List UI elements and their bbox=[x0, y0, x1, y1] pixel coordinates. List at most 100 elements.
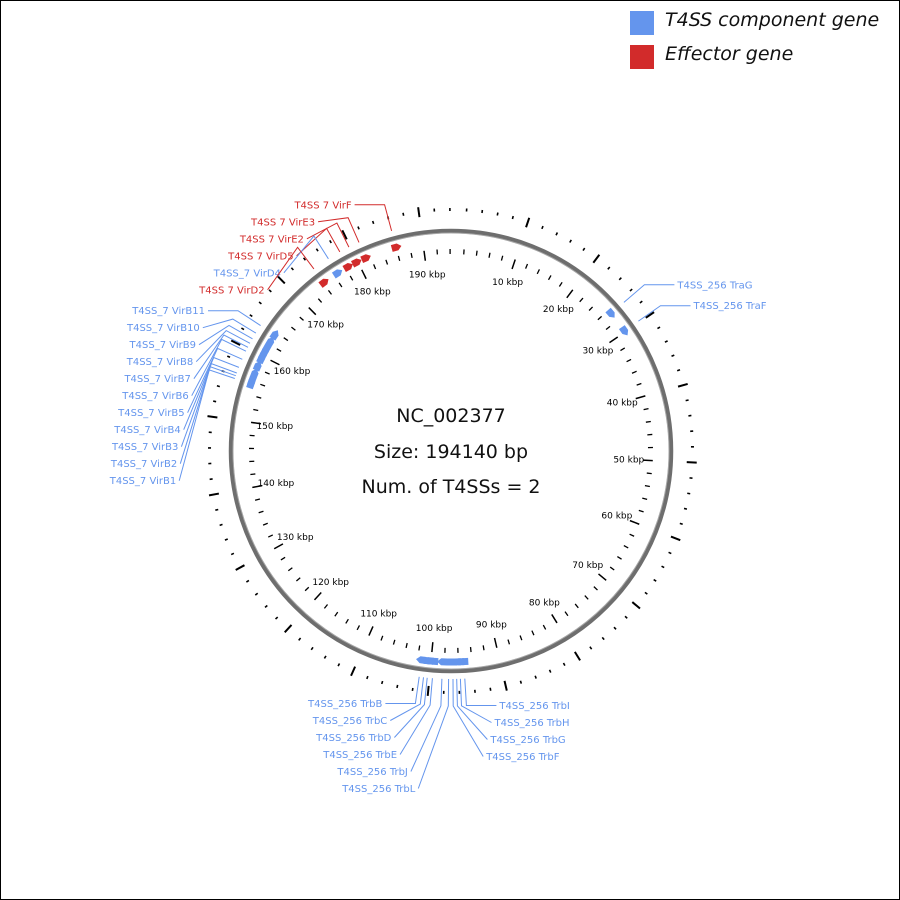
outer-minor-tick bbox=[219, 523, 223, 527]
gene-leader-line bbox=[183, 356, 240, 430]
outer-minor-tick bbox=[241, 327, 245, 331]
gene-leader-line bbox=[193, 334, 249, 379]
gene-leader-line bbox=[198, 324, 253, 346]
inner-major-tick bbox=[609, 336, 619, 344]
outer-major-tick bbox=[592, 254, 601, 264]
outer-minor-tick bbox=[679, 522, 683, 526]
inner-minor-tick bbox=[531, 630, 535, 636]
inner-major-tick bbox=[250, 421, 262, 425]
outer-minor-tick bbox=[329, 240, 332, 244]
gene-label: T4SS_256 TrbC bbox=[312, 716, 388, 727]
inner-minor-tick bbox=[482, 645, 485, 651]
inner-minor-tick bbox=[264, 371, 270, 375]
outer-minor-tick bbox=[216, 385, 221, 388]
inner-minor-tick bbox=[299, 316, 304, 321]
inner-minor-tick bbox=[475, 250, 478, 256]
accession-label: NC_002377 bbox=[396, 405, 506, 427]
outer-minor-tick bbox=[548, 669, 552, 673]
inner-minor-tick bbox=[385, 259, 389, 265]
inner-minor-tick bbox=[373, 264, 377, 270]
gene-leader-line bbox=[180, 363, 237, 447]
kbp-label: 160 kbp bbox=[274, 367, 311, 377]
outer-minor-tick bbox=[569, 239, 572, 243]
inner-minor-tick bbox=[579, 297, 584, 303]
gene-label: T4SS_7 VirB5 bbox=[117, 408, 184, 419]
gene-label: T4SS_7 VirB7 bbox=[123, 374, 190, 385]
t4ss-count-label: Num. of T4SSs = 2 bbox=[362, 476, 541, 498]
inner-minor-tick bbox=[253, 408, 259, 412]
kbp-label: 30 kbp bbox=[582, 347, 613, 357]
kbp-label: 190 kbp bbox=[409, 271, 446, 281]
backbone-ring bbox=[228, 228, 674, 674]
size-label: Size: 194140 bp bbox=[374, 441, 528, 463]
outer-minor-tick bbox=[671, 354, 675, 358]
gene-label: T4SS_256 TrbJ bbox=[336, 767, 407, 778]
inner-minor-tick bbox=[524, 263, 529, 269]
inner-minor-tick bbox=[380, 635, 384, 641]
outer-tick-ring bbox=[207, 207, 697, 696]
gene-leader-line bbox=[452, 678, 484, 757]
gene-label: T4SS_256 TrbE bbox=[322, 750, 397, 761]
gene-leader-line bbox=[306, 222, 350, 248]
inner-minor-tick bbox=[593, 586, 598, 591]
gene-leader-line bbox=[399, 678, 433, 755]
outer-major-tick bbox=[235, 564, 245, 571]
outer-major-tick bbox=[417, 207, 421, 218]
outer-minor-tick bbox=[224, 538, 229, 541]
kbp-label-ring: 10 kbp 20 kbp 30 kbp 40 kbp 50 kbp 60 kbp 70 k… bbox=[256, 271, 644, 635]
inner-minor-tick bbox=[500, 255, 504, 261]
gene-arrow bbox=[249, 368, 259, 380]
kbp-label: 180 kbp bbox=[354, 287, 391, 297]
kbp-label: 170 kbp bbox=[307, 321, 344, 331]
outer-minor-tick bbox=[302, 257, 307, 261]
gene-leader-line bbox=[417, 678, 450, 789]
inner-minor-tick bbox=[643, 407, 649, 411]
kbp-label: 140 kbp bbox=[258, 479, 295, 489]
gene-arrow bbox=[416, 656, 427, 664]
gene-leader-line bbox=[638, 305, 691, 322]
inner-minor-tick bbox=[617, 555, 622, 560]
outer-minor-tick bbox=[268, 289, 272, 293]
effector-swatch bbox=[630, 45, 654, 69]
kbp-label: 120 kbp bbox=[312, 578, 349, 588]
gene-leader-line bbox=[178, 369, 235, 481]
gene-label: T4SS_256 TrbB bbox=[307, 699, 383, 710]
outer-minor-tick bbox=[613, 626, 617, 630]
outer-minor-tick bbox=[624, 615, 628, 619]
outer-minor-tick bbox=[629, 288, 633, 292]
inner-minor-tick bbox=[519, 635, 523, 641]
inner-minor-tick bbox=[254, 498, 261, 501]
inner-minor-tick bbox=[507, 639, 511, 645]
gene-leader-line bbox=[464, 678, 497, 706]
inner-minor-tick bbox=[267, 534, 274, 538]
gene-label: T4SS_256 TraG bbox=[676, 280, 752, 291]
inner-minor-tick bbox=[295, 577, 301, 582]
inner-minor-tick bbox=[410, 252, 413, 259]
legend-label-effector: Effector gene bbox=[665, 43, 794, 65]
gene-leader-line bbox=[179, 366, 236, 464]
gene-label: T4SS_7 VirB2 bbox=[110, 459, 177, 470]
gene-leader-line bbox=[459, 678, 492, 723]
outer-minor-tick bbox=[618, 277, 622, 281]
outer-major-tick bbox=[631, 601, 641, 610]
outer-minor-tick bbox=[245, 579, 250, 583]
inner-minor-tick bbox=[356, 625, 361, 631]
gene-label: T4SS_7 VirB10 bbox=[126, 323, 200, 334]
gene-leader-line bbox=[208, 310, 261, 327]
outer-minor-tick bbox=[685, 399, 689, 402]
inner-minor-tick bbox=[283, 337, 289, 342]
gene-arrows bbox=[246, 243, 629, 666]
gene-arrow bbox=[265, 337, 275, 348]
outer-minor-tick bbox=[644, 591, 648, 595]
gene-arrow bbox=[351, 258, 362, 268]
inner-major-tick bbox=[629, 519, 640, 525]
inner-minor-tick bbox=[262, 522, 268, 526]
inner-minor-tick bbox=[564, 611, 569, 617]
outer-minor-tick bbox=[213, 400, 217, 403]
inner-minor-tick bbox=[260, 383, 266, 387]
outer-minor-tick bbox=[534, 675, 537, 679]
inner-minor-tick bbox=[644, 485, 650, 488]
inner-minor-tick bbox=[276, 348, 282, 352]
